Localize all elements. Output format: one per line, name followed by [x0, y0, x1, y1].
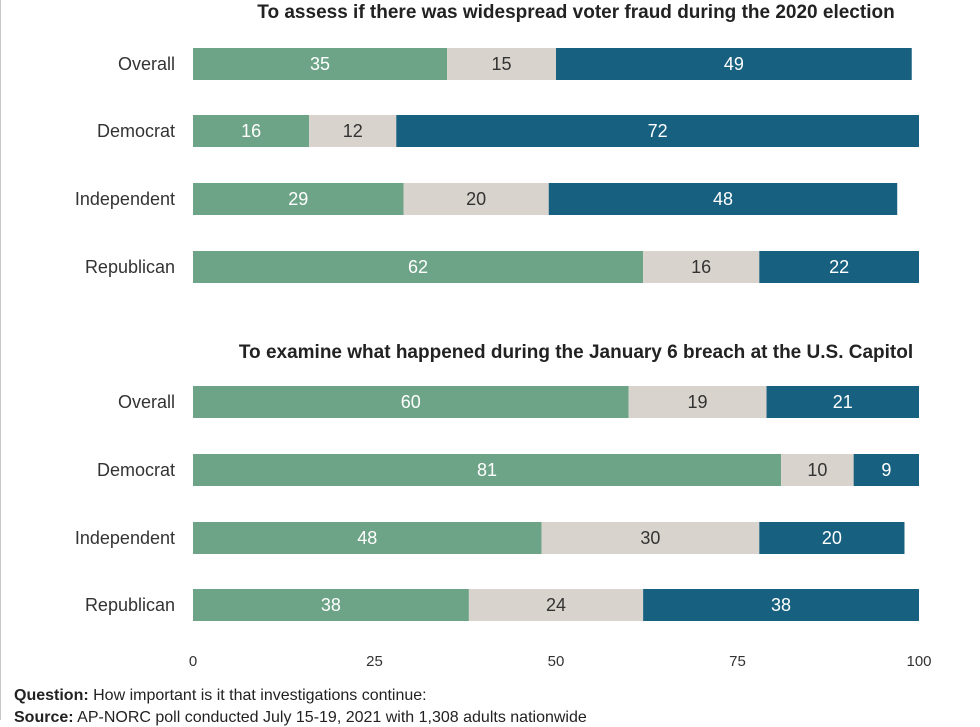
x-tick-label: 25	[366, 653, 383, 670]
data-label: 16	[691, 257, 711, 277]
data-label: 9	[881, 460, 891, 480]
data-label: 62	[408, 257, 428, 277]
question-text: How important is it that investigations …	[93, 687, 427, 704]
bar-segment	[759, 522, 905, 554]
bar-segment	[403, 183, 549, 215]
bar-segment	[193, 454, 782, 486]
bar-segment	[643, 251, 760, 283]
data-label: 38	[771, 595, 791, 615]
category-label-democrat: Democrat	[97, 121, 175, 141]
data-label: 12	[343, 121, 363, 141]
data-label: 19	[688, 392, 708, 412]
data-label: 29	[288, 189, 308, 209]
data-label: 20	[822, 528, 842, 548]
bar-segment	[193, 115, 310, 147]
x-tick-label: 100	[906, 653, 931, 670]
bar-segment	[193, 251, 644, 283]
data-label: 48	[357, 528, 377, 548]
bar-segment	[396, 115, 919, 147]
panel-1-title: To assess if there was widespread voter …	[257, 2, 895, 23]
bar-segment	[193, 386, 629, 418]
panel-2-title: To examine what happened during the Janu…	[238, 342, 914, 363]
data-label: 16	[241, 121, 261, 141]
category-label-independent: Independent	[75, 528, 175, 548]
category-label-overall: Overall	[118, 392, 175, 412]
bar-segment	[447, 48, 556, 80]
category-label-republican: Republican	[85, 595, 175, 615]
bar-segment	[193, 48, 448, 80]
bar-segment	[759, 251, 919, 283]
data-label: 60	[401, 392, 421, 412]
bar-segment	[628, 386, 767, 418]
bar-segment	[766, 386, 919, 418]
bar-segment	[781, 454, 854, 486]
category-label-democrat: Democrat	[97, 460, 175, 480]
data-label: 81	[477, 460, 497, 480]
x-tick-label: 50	[548, 653, 565, 670]
question-label: Question:	[14, 687, 89, 704]
data-label: 35	[310, 54, 330, 74]
data-label: 72	[648, 121, 668, 141]
data-label: 24	[546, 595, 566, 615]
frame-border	[0, 0, 1, 720]
bar-segment	[193, 522, 542, 554]
bar-segment	[853, 454, 919, 486]
data-label: 22	[829, 257, 849, 277]
category-label-independent: Independent	[75, 189, 175, 209]
bar-segment	[548, 183, 898, 215]
data-label: 48	[713, 189, 733, 209]
data-label: 15	[492, 54, 512, 74]
source-label: Source:	[14, 709, 74, 726]
bar-segment	[468, 589, 644, 621]
x-tick-label: 0	[189, 653, 197, 670]
data-label: 20	[466, 189, 486, 209]
footer-question: Question: How important is it that inves…	[14, 687, 427, 705]
bar-segment	[193, 183, 404, 215]
category-label-republican: Republican	[85, 257, 175, 277]
bar-segment	[643, 589, 919, 621]
data-label: 30	[640, 528, 660, 548]
source-text: AP-NORC poll conducted July 15-19, 2021 …	[77, 709, 587, 726]
bar-segment	[556, 48, 912, 80]
bar-segment	[193, 589, 469, 621]
category-label-overall: Overall	[118, 54, 175, 74]
data-label: 10	[807, 460, 827, 480]
data-label: 38	[321, 595, 341, 615]
data-label: 49	[724, 54, 744, 74]
x-tick-label: 75	[729, 653, 746, 670]
data-label: 21	[833, 392, 853, 412]
bar-segment	[541, 522, 760, 554]
bar-segment	[309, 115, 397, 147]
footer-source: Source: AP-NORC poll conducted July 15-1…	[14, 709, 587, 727]
